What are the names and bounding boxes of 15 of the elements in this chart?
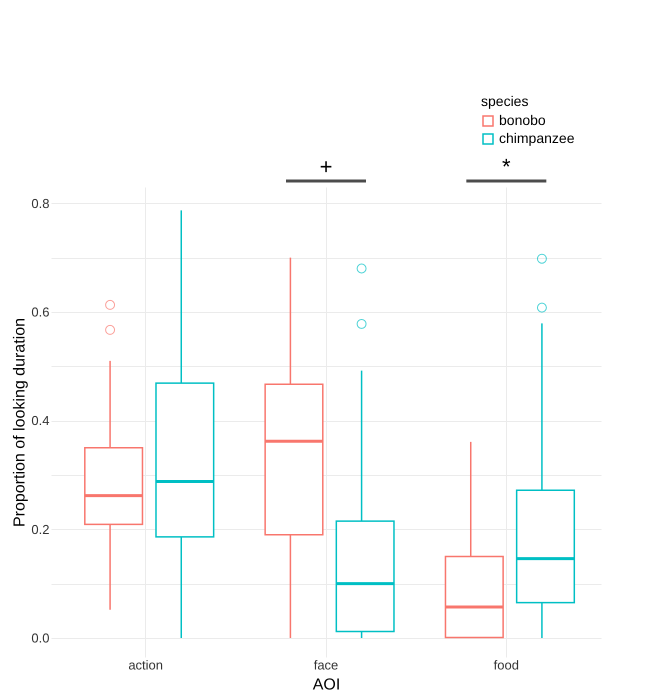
y-tick-label: 0.4 <box>31 413 50 428</box>
legend-title: species <box>481 93 528 109</box>
x-tick-label: food <box>494 658 519 672</box>
x-tick-label: face <box>314 658 338 672</box>
x-axis-title: AOI <box>312 676 340 692</box>
y-tick-label: 0.2 <box>31 522 50 537</box>
y-tick-label: 0.8 <box>31 196 50 211</box>
x-tick-label: action <box>128 658 164 672</box>
y-tick-label: 0.0 <box>31 630 50 646</box>
text: + <box>320 154 332 179</box>
y-tick-label: 0.6 <box>31 304 50 320</box>
text: * <box>502 154 512 179</box>
legend-label: bonobo <box>499 112 546 128</box>
legend-label: chimpanzee <box>499 130 575 146</box>
y-axis-title: Proportion of looking duration <box>11 318 28 528</box>
